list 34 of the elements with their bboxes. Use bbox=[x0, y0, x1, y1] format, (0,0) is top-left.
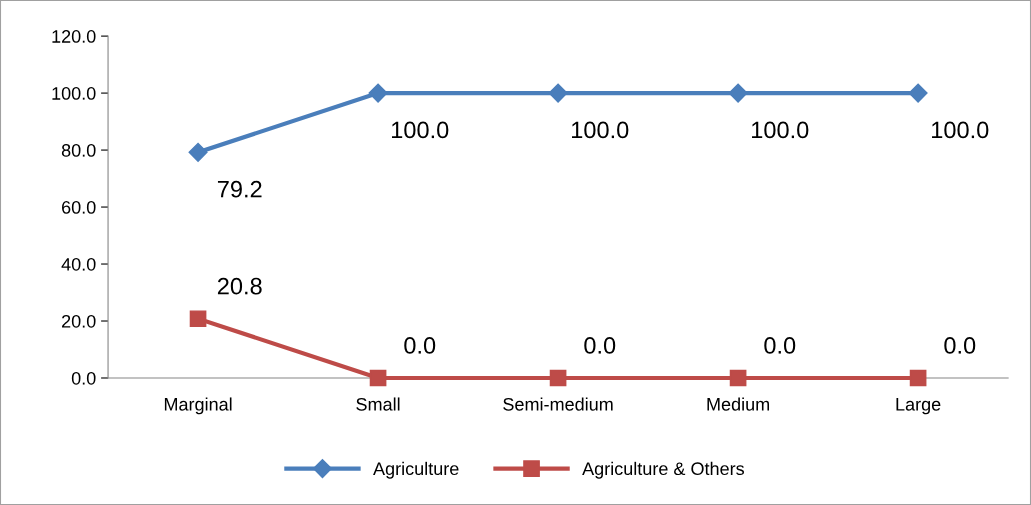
data-label: 20.8 bbox=[217, 277, 262, 295]
y-tick-label: 100.0 bbox=[52, 87, 96, 100]
data-label: 100.0 bbox=[932, 121, 989, 139]
x-tick-label: Semi-medium bbox=[503, 397, 613, 411]
y-tick-label: 80.0 bbox=[61, 144, 96, 157]
point bbox=[189, 310, 207, 328]
data-label: 100.0 bbox=[392, 121, 449, 139]
y-tick-label: 120.0 bbox=[52, 30, 96, 43]
x-tick-label: Small bbox=[356, 397, 400, 411]
legend-label: Agriculture bbox=[373, 461, 459, 479]
point bbox=[188, 142, 208, 162]
point bbox=[729, 369, 747, 387]
point bbox=[549, 369, 567, 387]
point bbox=[909, 369, 927, 387]
data-label: 0.0 bbox=[584, 337, 616, 354]
x-tick-label: Marginal bbox=[164, 397, 232, 415]
point bbox=[908, 83, 928, 103]
data-label: 0.0 bbox=[404, 337, 436, 354]
point bbox=[368, 83, 388, 103]
point bbox=[728, 83, 748, 103]
x-tick-label: Medium bbox=[707, 397, 770, 411]
point bbox=[369, 369, 387, 387]
data-label: 100.0 bbox=[752, 121, 809, 139]
point bbox=[548, 83, 568, 103]
legend-label: Agriculture & Others bbox=[582, 461, 744, 479]
data-label: 100.0 bbox=[572, 121, 629, 139]
y-tick-label: 60.0 bbox=[62, 200, 96, 214]
y-tick-label: 0.0 bbox=[71, 371, 96, 385]
data-label: 0.0 bbox=[944, 337, 976, 354]
x-tick-label: Large bbox=[896, 398, 941, 415]
y-tick-label: 20.0 bbox=[62, 314, 96, 328]
data-label: 79.2 bbox=[217, 180, 262, 198]
y-tick-label: 40.0 bbox=[61, 257, 96, 271]
data-label: 0.0 bbox=[764, 337, 796, 354]
